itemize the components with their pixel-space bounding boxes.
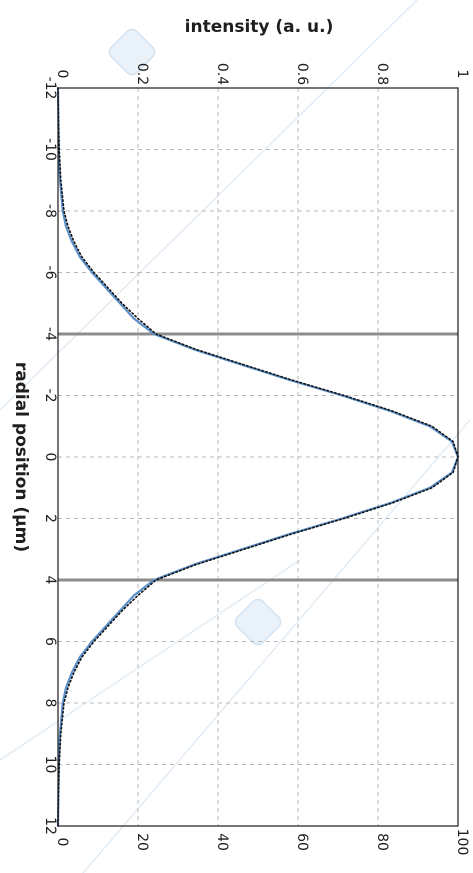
x-axis-label: radial position (µm) bbox=[11, 362, 31, 552]
x-tick-label: 10 bbox=[42, 756, 58, 774]
x-tick-label: -4 bbox=[42, 327, 58, 341]
bottom-tick-label: 80 bbox=[374, 833, 390, 851]
top-tick-label: 1 bbox=[454, 70, 470, 79]
x-tick-label: 8 bbox=[42, 699, 58, 708]
grid-lines bbox=[58, 88, 458, 826]
plot-frame bbox=[57, 87, 459, 827]
watermark-badge-icon bbox=[108, 28, 156, 76]
watermark-line bbox=[82, 419, 471, 873]
bottom-tick-label: 100 bbox=[454, 829, 470, 856]
bottom-tick-label: 40 bbox=[214, 833, 230, 851]
x-tick-label: 0 bbox=[42, 453, 58, 462]
x-tick-label: -10 bbox=[42, 138, 58, 161]
watermark-line bbox=[0, 559, 301, 761]
bottom-tick-label: 20 bbox=[134, 833, 150, 851]
x-tick-label: -12 bbox=[42, 77, 58, 100]
x-tick-label: -2 bbox=[42, 389, 58, 403]
top-axis-label: intensity (a. u.) bbox=[185, 17, 334, 37]
x-tick-label: 4 bbox=[42, 576, 58, 585]
x-tick-label: 6 bbox=[42, 637, 58, 646]
top-tick-label: 0.8 bbox=[374, 63, 390, 85]
top-tick-label: 0.2 bbox=[134, 63, 150, 85]
bottom-tick-label: 60 bbox=[294, 833, 310, 851]
top-tick-label: 0.6 bbox=[294, 63, 310, 85]
x-tick-label: -6 bbox=[42, 266, 58, 280]
top-tick-label: 0 bbox=[54, 70, 70, 79]
top-tick-label: 0.4 bbox=[214, 63, 230, 85]
x-tick-label: 2 bbox=[42, 514, 58, 523]
x-tick-label: -8 bbox=[42, 204, 58, 218]
watermark-line bbox=[0, 0, 418, 412]
marker-lines bbox=[58, 332, 458, 582]
bottom-tick-label: 0 bbox=[54, 838, 70, 847]
watermark-badge-icon bbox=[234, 598, 282, 646]
x-tick-label: 12 bbox=[42, 817, 58, 835]
